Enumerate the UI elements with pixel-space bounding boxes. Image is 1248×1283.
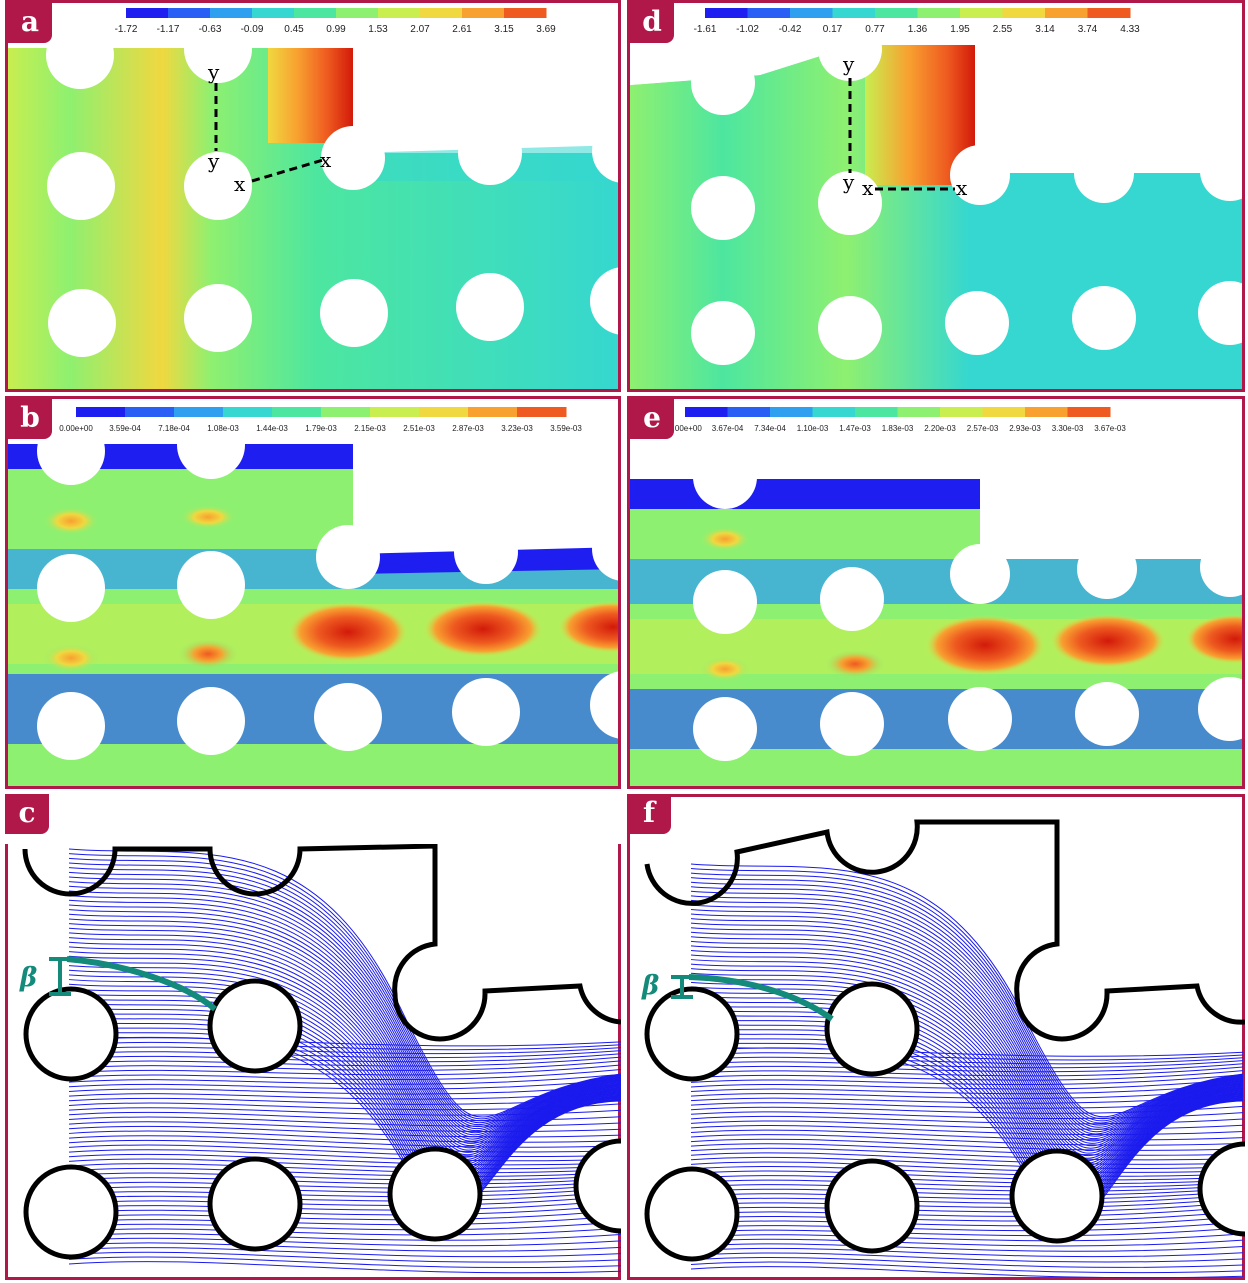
panel-f-streamlines: β [641,819,1245,1279]
colorbar-tick-label: 3.15 [494,24,514,35]
panel-e: e 0.00e+00 3.67e-04 7.34e-04 1.10e-03 1.47e-… [627,396,1245,789]
panel-f: f β [627,794,1245,1280]
colorbar-tick-label: -0.09 [241,24,264,35]
colorbar-tick-label: 3.23e-03 [501,424,533,433]
panel-f-badge: f [627,794,671,834]
axis-label-x-left: x [862,176,874,200]
colorbar-tick-label: 0.00e+00 [59,424,93,433]
colorbar-tick-label: 3.67e-03 [1094,424,1126,433]
panel-a-plot: -1.72 -1.17 -0.63 -0.09 0.45 0.99 1.53 2.07 2.61… [8,3,618,389]
colorbar-tick-label: 3.30e-03 [1052,424,1084,433]
colorbar-tick-label: 0.17 [823,24,843,35]
colorbar-tick-label: 3.67e-04 [712,424,744,433]
colorbar-tick-label: 3.59e-04 [109,424,141,433]
colorbar-tick-label: 2.61 [452,24,472,35]
panel-d: d -1.61 -1.02 -0.42 0.17 0.77 1.36 1.95 2.55 3.1… [627,0,1245,392]
colorbar-tick-label: -1.17 [157,24,180,35]
colorbar-tick-label: -1.72 [115,24,138,35]
colorbar-tick-label: -0.63 [199,24,222,35]
axis-label-y-mid: y [207,149,220,173]
panel-e-badge: e [630,399,674,439]
panel-d-colorbar: -1.61 -1.02 -0.42 0.17 0.77 1.36 1.95 2.55 3.14 3… [694,8,1140,35]
colorbar-tick-label: 2.93e-03 [1009,424,1041,433]
panel-d-badge: d [630,3,674,43]
colorbar-tick-label: 3.74 [1078,24,1098,35]
colorbar-tick-label: 7.34e-04 [754,424,786,433]
colorbar-tick-label: -1.61 [694,24,717,35]
colorbar-tick-label: 2.20e-03 [924,424,956,433]
panel-a: a -1.72 -1.17 -0.63 -0.09 0.45 0. [5,0,621,392]
colorbar-tick-label: 1.10e-03 [797,424,829,433]
axis-label-x-right: x [956,176,968,200]
colorbar-tick-label: 2.87e-03 [452,424,484,433]
colorbar-tick-label: 1.83e-03 [882,424,914,433]
panel-b: b 0.00e+00 3.59e-04 7.18e-04 1.08e-03 1.44e-… [5,396,621,789]
colorbar-tick-label: -0.42 [779,24,802,35]
colorbar-tick-label: 0.99 [326,24,346,35]
panel-a-colorbar: -1.72 -1.17 -0.63 -0.09 0.45 0.99 1.53 2.07 2.61… [115,8,556,35]
axis-label-y-mid: y [842,170,855,194]
panel-e-colorbar: 0.00e+00 3.67e-04 7.34e-04 1.10e-03 1.47e-03… [668,407,1126,433]
colorbar-tick-label: 3.69 [536,24,556,35]
colorbar-tick-label: 1.08e-03 [207,424,239,433]
panel-a-badge: a [8,3,52,43]
colorbar-tick-label: 7.18e-04 [158,424,190,433]
panel-c: c β [5,794,621,1280]
colorbar-tick-label: 1.95 [950,24,970,35]
colorbar-tick-label: 4.33 [1120,24,1140,35]
colorbar-tick-label: 2.57e-03 [967,424,999,433]
panel-c-streamlines: β [5,794,621,1274]
colorbar-tick-label: 2.51e-03 [403,424,435,433]
colorbar-tick-label: -1.02 [736,24,759,35]
panel-b-badge: b [8,399,52,439]
panel-e-plot: 0.00e+00 3.67e-04 7.34e-04 1.10e-03 1.47e-03… [630,399,1242,786]
colorbar-tick-label: 0.00e+00 [668,424,702,433]
panel-c-badge: c [5,794,49,834]
colorbar-tick-label: 1.79e-03 [305,424,337,433]
panel-b-colorbar: 0.00e+00 3.59e-04 7.18e-04 1.08e-03 1.44e-03… [59,407,582,433]
axis-label-x-right: x [320,148,332,172]
colorbar-tick-label: 2.15e-03 [354,424,386,433]
beta-label: β [641,971,659,1001]
colorbar-tick-label: 1.53 [368,24,388,35]
beta-label: β [19,963,37,993]
colorbar-tick-label: 0.45 [284,24,304,35]
panel-b-plot: 0.00e+00 3.59e-04 7.18e-04 1.08e-03 1.44e-03… [8,399,618,786]
colorbar-tick-label: 3.59e-03 [550,424,582,433]
colorbar-tick-label: 1.44e-03 [256,424,288,433]
panel-d-plot: -1.61 -1.02 -0.42 0.17 0.77 1.36 1.95 2.55 3.14 3… [630,3,1242,389]
colorbar-tick-label: 2.55 [993,24,1013,35]
colorbar-tick-label: 3.14 [1035,24,1055,35]
axis-label-x-left: x [234,172,246,196]
colorbar-tick-label: 1.36 [908,24,928,35]
axis-label-y-top: y [207,60,220,84]
colorbar-tick-label: 1.47e-03 [839,424,871,433]
colorbar-tick-label: 2.07 [410,24,430,35]
axis-label-y-top: y [842,52,855,76]
colorbar-tick-label: 0.77 [865,24,885,35]
